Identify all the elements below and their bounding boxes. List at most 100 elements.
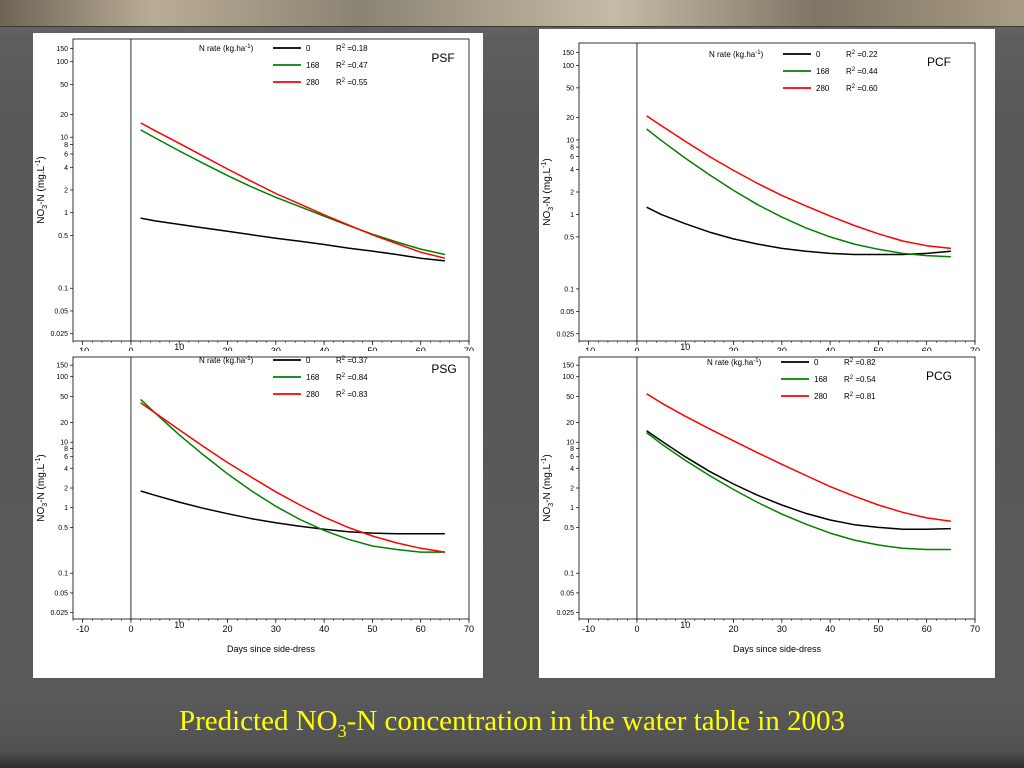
panel-label-psf: PSF [431,51,454,65]
y-axis-label-pcg: NO3-N (mg.L-1) [541,454,555,521]
y-tick-label-pcf-8: 2 [570,190,574,197]
y-tick-label-pcg-2: 50 [566,394,574,401]
x-tick-label-psg-7: 60 [416,624,426,634]
chart-panel-psf: 150100502010864210.50.10.050.025-1001020… [33,33,483,356]
y-tick-label-pcg-11: 0.1 [564,571,574,578]
y-tick-label-pcg-7: 4 [570,466,574,473]
y-tick-label-pcg-5: 8 [570,446,574,453]
legend-label-psg-168: 168 [306,373,320,382]
legend-label-psf-0: 0 [306,44,311,53]
y-tick-label-pcf-12: 0.05 [560,309,574,316]
legend-label-psf-280: 280 [306,78,320,87]
y-tick-label-pcg-0: 150 [562,363,574,370]
legend-r2-pcf-0: R2 =0.22 [846,50,878,59]
x-tick-label-pcf-2: 10 [680,342,690,352]
legend-r2-pcg-280: R2 =0.81 [844,392,876,401]
x-axis-label-pcg: Days since side-dress [733,644,822,654]
y-tick-label-psf-0: 150 [56,46,68,53]
x-axis-label-psg: Days since side-dress [227,644,316,654]
x-tick-label-pcg-3: 20 [729,624,739,634]
y-tick-label-pcf-9: 1 [570,212,574,219]
y-tick-label-psf-9: 1 [64,210,68,217]
y-tick-label-psf-13: 0.025 [50,331,68,338]
series-line-psf-280 [140,122,446,259]
y-tick-label-psg-11: 0.1 [58,571,68,578]
y-tick-label-pcg-12: 0.05 [560,590,574,597]
x-tick-label-psg-5: 40 [319,624,329,634]
y-tick-label-psg-8: 2 [64,486,68,493]
legend-label-pcg-280: 280 [814,392,828,401]
legend-r2-pcf-168: R2 =0.44 [846,67,878,76]
plot-frame-pcf [578,42,976,342]
x-tick-label-pcg-7: 60 [922,624,932,634]
y-tick-label-psg-10: 0.5 [58,525,68,532]
y-tick-label-pcg-13: 0.025 [556,610,574,617]
x-tick-label-psg-4: 30 [271,624,281,634]
series-line-psg-0 [140,490,445,535]
x-tick-label-pcg-8: 70 [970,624,980,634]
y-tick-label-psg-1: 100 [56,374,68,381]
slide-title-post: -N concentration in the water table in 2… [346,705,846,737]
slide-bottom-shade [0,752,1024,768]
legend-label-psf-168: 168 [306,61,320,70]
legend-title-psg: N rate (kg.ha-1) [199,356,254,365]
legend-label-pcg-0: 0 [814,358,819,367]
chart-psf: 150100502010864210.50.10.050.025-1001020… [35,38,474,356]
y-tick-label-psg-13: 0.025 [50,610,68,617]
legend-r2-pcg-0: R2 =0.82 [844,358,876,367]
plot-frame-psg [72,356,470,620]
legend-r2-psg-280: R2 =0.83 [336,390,368,399]
y-tick-label-psg-12: 0.05 [54,590,68,597]
legend-label-psg-280: 280 [306,390,320,399]
x-tick-label-psg-2: 10 [174,620,184,630]
y-axis-label-psf: NO3-N (mg.L-1) [35,156,49,223]
series-line-psg-168 [140,398,445,553]
legend-label-psg-0: 0 [306,356,311,365]
y-tick-label-psg-9: 1 [64,505,68,512]
y-tick-label-pcf-11: 0.1 [564,286,574,293]
y-tick-label-psf-4: 10 [60,135,68,142]
legend-title-psf: N rate (kg.ha-1) [199,44,254,53]
y-axis-label-pcf: NO3-N (mg.L-1) [541,158,555,225]
y-tick-label-psf-7: 4 [64,165,68,172]
series-line-psf-168 [140,129,446,256]
y-tick-label-psg-4: 10 [60,440,68,447]
y-tick-label-pcf-7: 4 [570,167,574,174]
x-tick-label-psg-8: 70 [464,624,474,634]
y-tick-label-psg-5: 8 [64,446,68,453]
legend-label-pcg-168: 168 [814,375,828,384]
y-tick-label-pcg-9: 1 [570,505,574,512]
y-tick-label-pcg-10: 0.5 [564,525,574,532]
y-tick-label-psg-3: 20 [60,420,68,427]
x-tick-label-psg-6: 50 [367,624,377,634]
series-line-pcg-168 [646,432,951,551]
chart-panel-psg: 150 100 50 20 10 8 6 4 2 1 0.5 0.1 0.05 0.025 -10 0 10 20… [33,351,483,678]
series-line-psg-280 [140,402,446,553]
y-tick-label-psf-1: 100 [56,59,68,66]
y-tick-label-psf-12: 0.05 [54,308,68,315]
slide-top-border [0,0,1024,27]
x-tick-label-psg-3: 20 [223,624,233,634]
legend-r2-psf-168: R2 =0.47 [336,61,368,70]
panel-label-pcg: PCG [926,369,952,383]
y-tick-label-pcg-6: 6 [570,454,574,461]
y-tick-label-psg-6: 6 [64,454,68,461]
y-tick-label-psf-11: 0.1 [58,286,68,293]
slide-title-sub: 3 [337,720,347,741]
legend-title-pcg: N rate (kg.ha-1) [707,358,762,367]
legend-r2-psf-280: R2 =0.55 [336,78,368,87]
y-tick-label-pcf-13: 0.025 [556,331,574,338]
chart-pcf: 150100502010864210.50.10.050.025-1001020… [541,42,980,356]
y-tick-label-psf-6: 6 [64,151,68,158]
y-tick-label-psg-2: 50 [60,394,68,401]
y-tick-label-pcf-2: 50 [566,85,574,92]
series-line-pcf-168 [646,128,951,258]
y-tick-label-pcg-1: 100 [562,374,574,381]
chart-panel-pcf: 150100502010864210.50.10.050.025-1001020… [539,29,995,356]
chart-panel-pcg: 150 100 50 20 10 8 6 4 2 1 0.5 0.1 0.05 0.025 -10 0 10 20… [539,351,995,678]
y-tick-label-pcg-3: 20 [566,420,574,427]
y-tick-label-psf-3: 20 [60,112,68,119]
panel-label-pcf: PCF [927,55,951,69]
legend-label-pcf-280: 280 [816,84,830,93]
